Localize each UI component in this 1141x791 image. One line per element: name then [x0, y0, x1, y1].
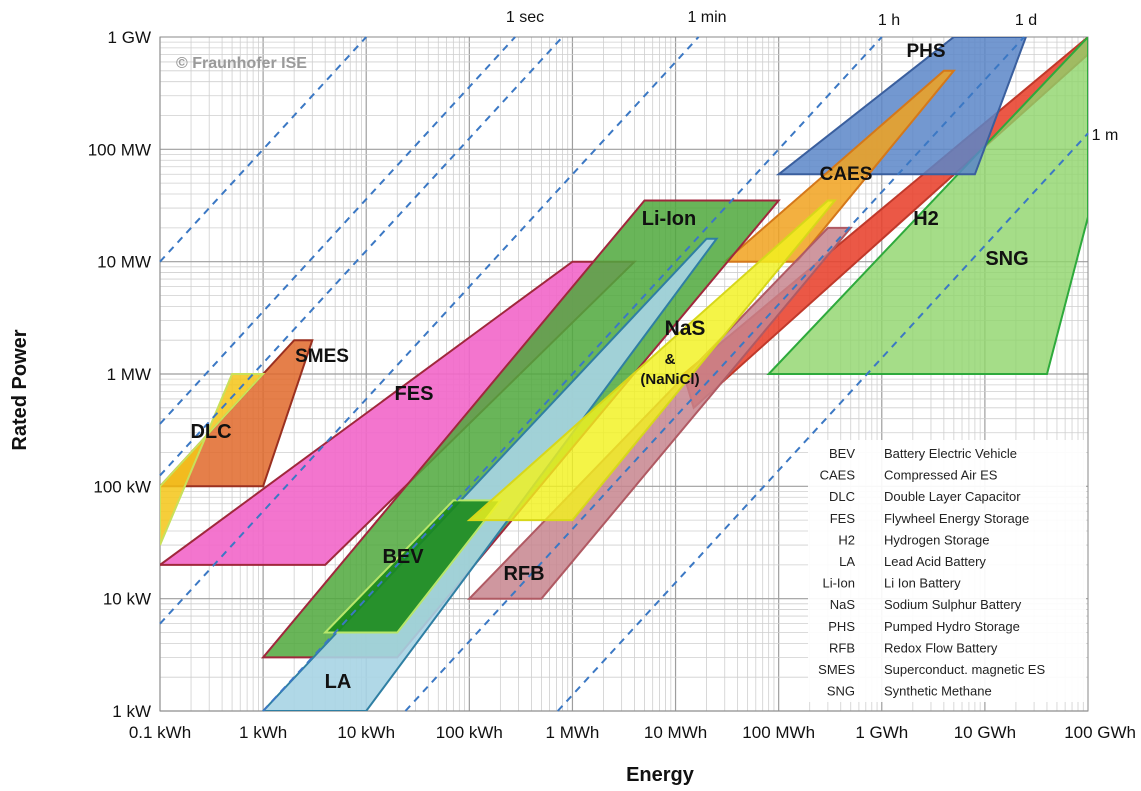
y-tick-label: 10 kW — [103, 590, 151, 609]
region-dlc — [160, 373, 266, 546]
region-label-li-ion: Li-Ion — [642, 208, 696, 230]
legend-name: Double Layer Capacitor — [884, 489, 1021, 504]
region-phs — [775, 37, 1027, 176]
legend-box — [808, 440, 1086, 702]
x-tick-label: 1 kWh — [239, 723, 287, 742]
region-labels: H2 SNG PHS CAES FES Li-Ion LA BEV RFB NaS SMES DLC &… — [190, 41, 1028, 693]
discharge-line-label: 1 h — [878, 12, 900, 29]
legend-abbr: BEV — [829, 446, 855, 461]
discharge-line — [262, 36, 883, 712]
legend-abbr: CAES — [820, 468, 856, 483]
legend-abbr: PHS — [828, 619, 855, 634]
legend-name: Compressed Air ES — [884, 468, 998, 483]
x-axis-title: Energy — [626, 764, 695, 786]
legend-abbr: H2 — [838, 532, 855, 547]
discharge-line-label: 1 min — [687, 9, 726, 26]
y-tick-label: 1 MW — [107, 365, 151, 384]
x-tick-label: 100 GWh — [1064, 723, 1136, 742]
plot-frame — [159, 36, 1089, 712]
region-label-rfb: RFB — [503, 563, 544, 585]
discharge-line-label: 1 m — [1092, 127, 1119, 144]
region-sublabel-nas: & — [665, 351, 676, 368]
x-tick-label: 100 MWh — [742, 723, 815, 742]
legend-name: Synthetic Methane — [884, 684, 992, 699]
region-label-h2: H2 — [913, 208, 939, 230]
discharge-line — [404, 36, 1025, 712]
legend-abbr: Li-Ion — [822, 576, 855, 591]
region-label-bev: BEV — [382, 546, 424, 568]
y-tick-label: 100 kW — [93, 477, 151, 496]
legend-abbr: RFB — [829, 640, 855, 655]
region-label-phs: PHS — [906, 41, 945, 62]
discharge-line — [159, 36, 564, 477]
discharge-time-lines: 1 sec 1 min 1 h 1 d 1 m — [159, 9, 1119, 712]
legend-name: Flywheel Energy Storage — [884, 511, 1029, 526]
legend-name: Hydrogen Storage — [884, 532, 990, 547]
x-tick-label: 1 GWh — [855, 723, 908, 742]
legend-name: Redox Flow Battery — [884, 640, 998, 655]
region-label-fes: FES — [395, 383, 434, 405]
y-tick-label: 1 kW — [112, 702, 151, 721]
legend-name: Lead Acid Battery — [884, 554, 986, 569]
legend-name: Sodium Sulphur Battery — [884, 597, 1022, 612]
legend-abbr: NaS — [830, 597, 856, 612]
legend-name: Li Ion Battery — [884, 576, 961, 591]
legend-abbr: LA — [839, 554, 855, 569]
discharge-line-label: 1 sec — [506, 9, 544, 26]
legend-name: Pumped Hydro Storage — [884, 619, 1020, 634]
x-tick-label: 10 MWh — [644, 723, 707, 742]
y-tick-label: 10 MW — [97, 253, 151, 272]
region-label-la: LA — [325, 671, 352, 693]
y-tick-label: 1 GW — [108, 28, 151, 47]
discharge-line — [159, 36, 700, 625]
region-label-nas: NaS — [665, 317, 706, 340]
legend-name: Battery Electric Vehicle — [884, 446, 1017, 461]
discharge-line — [159, 36, 516, 425]
legend-abbr: SNG — [827, 684, 855, 699]
y-axis-ticks: 1 kW 10 kW 100 kW 1 MW 10 MW 100 MW 1 GW — [88, 28, 151, 721]
region-nas — [466, 199, 837, 522]
legend-abbr: FES — [830, 511, 856, 526]
legend-abbr: SMES — [818, 662, 855, 677]
discharge-line-label: 1 d — [1015, 12, 1037, 29]
x-tick-label: 100 kWh — [436, 723, 503, 742]
x-tick-label: 0.1 kWh — [129, 723, 191, 742]
region-label-smes: SMES — [295, 346, 349, 367]
x-axis-ticks: 0.1 kWh 1 kWh 10 kWh 100 kWh 1 MWh 10 MWh 100 … — [129, 723, 1136, 742]
watermark: © Fraunhofer ISE — [176, 55, 307, 72]
region-sublabel-nas: (NaNiCl) — [640, 371, 699, 388]
y-axis-title: Rated Power — [9, 329, 31, 450]
x-tick-label: 10 GWh — [954, 723, 1016, 742]
region-label-caes: CAES — [820, 164, 873, 185]
x-tick-label: 10 kWh — [337, 723, 395, 742]
region-label-sng: SNG — [985, 248, 1028, 270]
legend-abbr: DLC — [829, 489, 855, 504]
x-tick-label: 1 MWh — [546, 723, 600, 742]
legend-name: Superconduct. magnetic ES — [884, 662, 1045, 677]
region-label-dlc: DLC — [190, 421, 231, 443]
y-tick-label: 100 MW — [88, 140, 151, 159]
legend: BEV Battery Electric Vehicle CAES Compresse… — [808, 440, 1086, 702]
discharge-line — [556, 132, 1089, 712]
